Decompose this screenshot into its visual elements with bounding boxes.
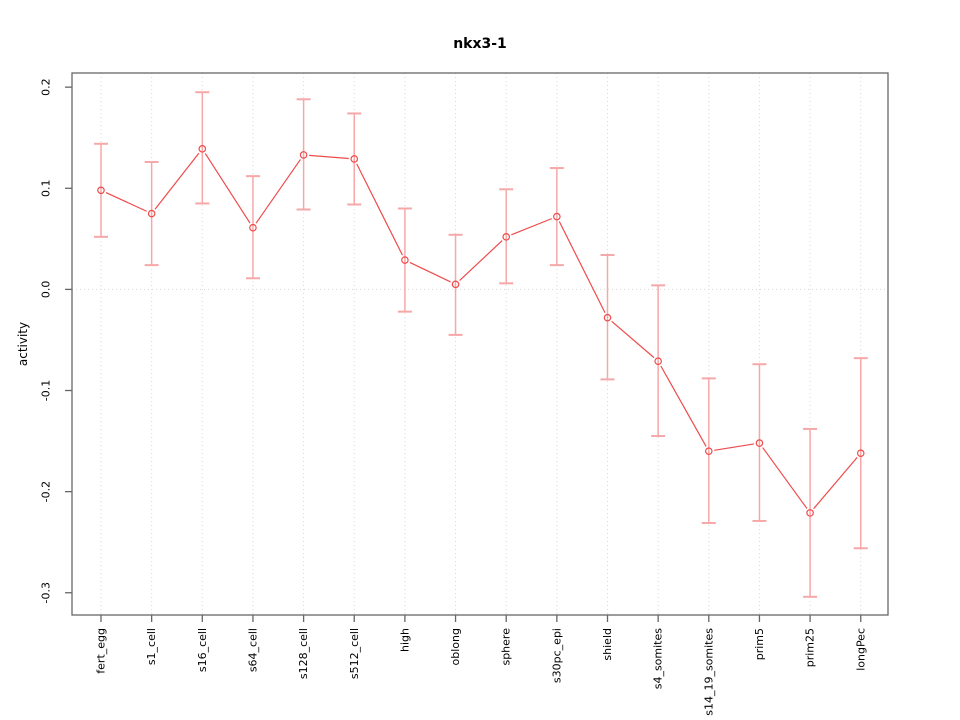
x-tick-label: prim5 xyxy=(753,628,766,660)
series-segment xyxy=(762,447,808,509)
x-tick-label: oblong xyxy=(449,628,462,665)
data-point xyxy=(654,357,662,365)
data-point xyxy=(198,145,207,153)
x-tick-label: sphere xyxy=(500,628,513,666)
x-tick-label: s16_cell xyxy=(196,628,209,672)
x-tick-label: s14_19_somites xyxy=(702,628,715,716)
series-segment xyxy=(154,152,200,210)
series-segment xyxy=(409,261,451,283)
x-tick-label: fert_egg xyxy=(95,628,108,674)
data-point xyxy=(704,447,713,455)
chart-title: nkx3-1 xyxy=(453,36,507,52)
x-tick-label: shield xyxy=(601,628,614,661)
y-tick-label: 0.0 xyxy=(40,281,53,299)
series-segment xyxy=(660,365,707,447)
data-point xyxy=(451,280,460,289)
y-tick-label: -0.3 xyxy=(40,582,53,603)
data-point xyxy=(249,223,257,232)
series-segment xyxy=(204,153,251,224)
x-tick-label: s4_somites xyxy=(652,628,665,690)
data-point xyxy=(350,155,359,163)
series-segment xyxy=(813,457,858,510)
series-segment xyxy=(511,218,552,236)
x-tick-label: s1_cell xyxy=(145,628,158,665)
x-tick-label: high xyxy=(398,628,411,652)
series-segment xyxy=(459,240,503,282)
y-tick-label: 0.2 xyxy=(40,78,53,96)
series-segment xyxy=(356,163,403,256)
x-tick-label: s512_cell xyxy=(348,628,361,679)
data-point xyxy=(502,233,511,241)
x-tick-label: longPec xyxy=(854,628,867,671)
plot-box xyxy=(71,72,889,616)
series-segment xyxy=(714,443,755,451)
data-point xyxy=(147,209,156,218)
data-point xyxy=(401,256,409,264)
y-tick-label: -0.2 xyxy=(40,481,53,502)
data-point xyxy=(553,212,561,221)
y-tick-label: 0.1 xyxy=(40,180,53,198)
x-tick-label: prim25 xyxy=(804,628,817,667)
data-point xyxy=(856,449,865,458)
data-point xyxy=(603,313,612,322)
y-tick-label: -0.1 xyxy=(40,380,53,401)
series-segment xyxy=(558,221,606,314)
x-tick-label: s64_cell xyxy=(246,628,259,672)
series-segment xyxy=(255,159,301,224)
series-segment xyxy=(105,192,147,212)
series-segment xyxy=(309,154,349,160)
data-point xyxy=(806,509,814,517)
x-tick-label: s128_cell xyxy=(297,628,310,679)
x-tick-label: s30pc_epi xyxy=(550,628,563,683)
data-point xyxy=(755,439,764,447)
data-point xyxy=(97,186,105,195)
series-segment xyxy=(611,320,655,359)
data-point xyxy=(299,151,308,159)
